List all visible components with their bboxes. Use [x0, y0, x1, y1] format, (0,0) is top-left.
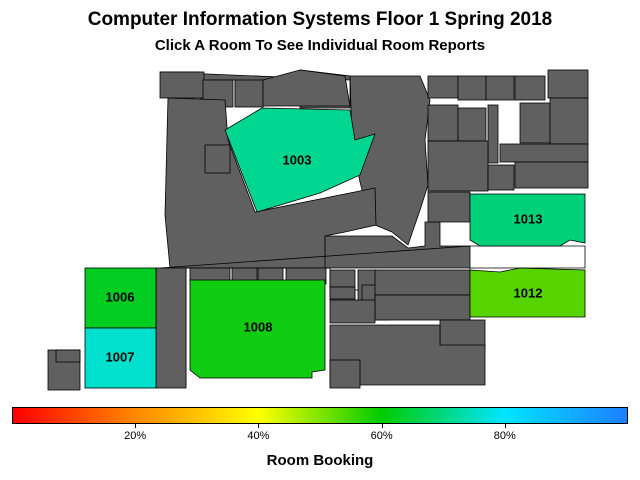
room-label-1012: 1012 [514, 285, 543, 300]
legend-title: Room Booking [266, 452, 374, 469]
map-title: Computer Information Systems Floor 1 Spr… [87, 9, 553, 30]
legend-tick-mark [135, 424, 137, 428]
room-1013[interactable] [469, 193, 586, 247]
room-1007[interactable] [84, 327, 157, 389]
legend-tick-mark [258, 424, 260, 428]
room-label-1006: 1006 [106, 289, 135, 304]
legend-tick-label: 80% [493, 430, 516, 442]
room-label-1007: 1007 [106, 349, 135, 364]
legend-tick-label: 20% [124, 430, 147, 442]
room-1006[interactable] [84, 267, 157, 329]
map-subtitle: Click A Room To See Individual Room Repo… [154, 37, 486, 54]
legend-tick-mark [381, 424, 383, 428]
room-label-1008: 1008 [244, 319, 273, 334]
room-1008[interactable] [189, 279, 326, 379]
building-area [47, 69, 589, 391]
legend-tick-label: 60% [370, 430, 393, 442]
room-label-1003: 1003 [283, 152, 312, 167]
room-1003[interactable] [224, 107, 376, 213]
legend-tick-mark [504, 424, 506, 428]
legend-tick-label: 40% [247, 430, 270, 442]
room-label-1013: 1013 [514, 211, 543, 226]
floor-plan-map: 1003 1006 1007 1008 1012 1013 [47, 69, 589, 391]
room-1012[interactable] [469, 267, 586, 318]
legend-color-bar [12, 407, 628, 424]
